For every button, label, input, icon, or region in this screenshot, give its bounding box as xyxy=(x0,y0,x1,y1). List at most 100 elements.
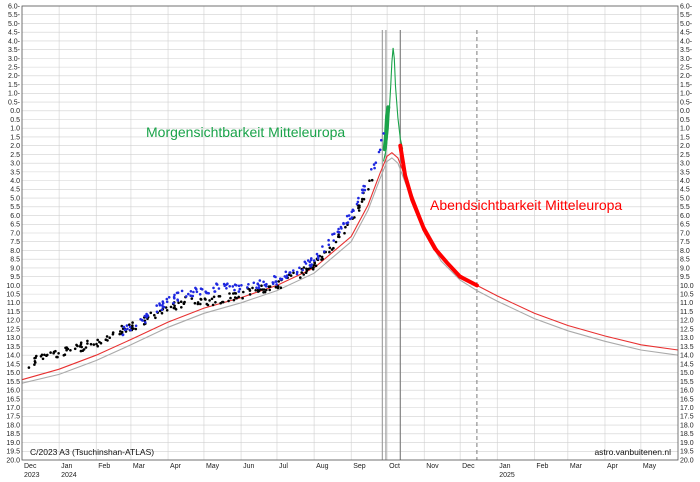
observation-point xyxy=(199,302,202,306)
observation-point xyxy=(345,221,348,225)
y-tick-label: 8.0 xyxy=(10,248,20,255)
observation-point xyxy=(274,275,277,279)
observation-point xyxy=(207,292,210,295)
observation-point xyxy=(63,353,67,357)
observation-point xyxy=(160,308,164,312)
observation-point xyxy=(360,200,364,203)
observation-point xyxy=(172,295,176,299)
observation-point xyxy=(340,227,343,230)
y-tick-label: 7.0 xyxy=(680,230,690,237)
y-tick-label: 2.5 xyxy=(10,152,20,159)
y-tick-label: 12.0 xyxy=(680,318,694,325)
x-tick-label: Aug xyxy=(316,463,329,470)
observation-point xyxy=(323,250,326,253)
y-tick-label: 3.5- xyxy=(680,47,693,54)
y-tick-label: 5.5 xyxy=(680,204,690,211)
observation-point xyxy=(164,306,168,309)
x-tick-label: Jul xyxy=(279,463,288,470)
observation-point xyxy=(141,319,144,322)
y-tick-label: 18.0 xyxy=(680,422,694,429)
observation-point xyxy=(165,309,169,312)
observation-point xyxy=(192,290,195,294)
observation-point xyxy=(353,216,356,219)
y-tick-label: 18.5 xyxy=(680,431,694,438)
observation-point xyxy=(275,283,278,286)
observation-point xyxy=(153,313,156,317)
y-tick-label: 2.0 xyxy=(10,143,20,150)
observation-point xyxy=(302,266,306,269)
observation-point xyxy=(125,324,129,327)
y-tick-label: 11.5 xyxy=(680,309,693,316)
observation-point xyxy=(177,301,180,305)
y-tick-label: 1.0 xyxy=(10,126,20,133)
observation-point xyxy=(298,266,301,270)
y-tick-label: 15.5 xyxy=(680,379,694,386)
observation-point xyxy=(363,185,367,188)
observation-point xyxy=(264,285,268,288)
observation-point xyxy=(126,327,129,331)
observation-point xyxy=(118,332,121,336)
observation-point xyxy=(187,292,190,296)
observation-point xyxy=(195,290,199,294)
observation-point xyxy=(321,245,324,248)
x-tick-label: Apr xyxy=(170,463,182,470)
observation-point xyxy=(27,366,31,369)
y-tick-label: 11.0 xyxy=(7,300,20,307)
observation-point xyxy=(86,342,89,345)
observation-point xyxy=(292,269,295,272)
observation-point xyxy=(120,330,124,334)
observation-point xyxy=(120,324,124,328)
observation-point xyxy=(199,287,203,291)
observation-point xyxy=(284,270,288,274)
observation-point xyxy=(302,273,306,276)
observation-point xyxy=(378,148,382,152)
y-tick-label: 1.5- xyxy=(680,82,693,89)
observation-point xyxy=(362,188,365,192)
y-tick-label: 0.5 xyxy=(680,117,690,124)
y-tick-label: 14.5 xyxy=(6,361,20,368)
y-tick-label: 5.5 xyxy=(10,204,20,211)
observation-point xyxy=(316,254,320,258)
observation-point xyxy=(276,286,280,290)
x-tick-label: Dec xyxy=(24,463,37,470)
y-tick-label: 15.0 xyxy=(680,370,694,377)
observation-point xyxy=(89,342,93,346)
annotation-morning-visibility: Morgensichtbarkeit Mitteleuropa xyxy=(146,124,345,140)
observation-point xyxy=(368,179,371,182)
y-tick-label: 3.5 xyxy=(680,169,690,176)
observation-point xyxy=(205,302,209,306)
grid xyxy=(21,5,678,461)
x-year-label: 2023 xyxy=(24,472,40,479)
y-tick-label: 15.5 xyxy=(6,379,20,386)
observation-point xyxy=(370,168,373,171)
observation-point xyxy=(308,260,312,264)
y-tick-label: 13.0 xyxy=(6,335,20,342)
observation-point xyxy=(299,276,302,279)
y-tick-label: 18.0 xyxy=(6,422,20,429)
y-tick-label: 11.5 xyxy=(7,309,20,316)
x-tick-label: Sep xyxy=(353,463,366,470)
observation-point xyxy=(233,283,237,287)
y-tick-label: 9.0 xyxy=(680,265,690,272)
observation-point xyxy=(96,338,99,342)
observation-point xyxy=(96,344,99,348)
observation-point xyxy=(189,294,192,298)
observation-point xyxy=(146,314,150,317)
y-tick-label: 7.0 xyxy=(10,230,20,237)
y-tick-label: 6.0 xyxy=(10,213,20,220)
x-year-label: 2024 xyxy=(61,472,77,479)
observation-point xyxy=(258,279,262,282)
observation-point xyxy=(219,301,222,305)
observation-point xyxy=(173,293,176,297)
observation-point xyxy=(86,339,89,343)
x-tick-label: Dec xyxy=(462,463,475,470)
y-tick-label: 2.5- xyxy=(680,65,693,72)
y-tick-label: 13.5 xyxy=(680,344,694,351)
observation-point xyxy=(226,282,229,286)
observation-point xyxy=(233,292,237,295)
y-tick-label: 3.5 xyxy=(10,169,20,176)
y-tick-label: 1.5- xyxy=(8,82,21,89)
observation-point xyxy=(343,231,346,235)
observation-point xyxy=(277,280,281,283)
